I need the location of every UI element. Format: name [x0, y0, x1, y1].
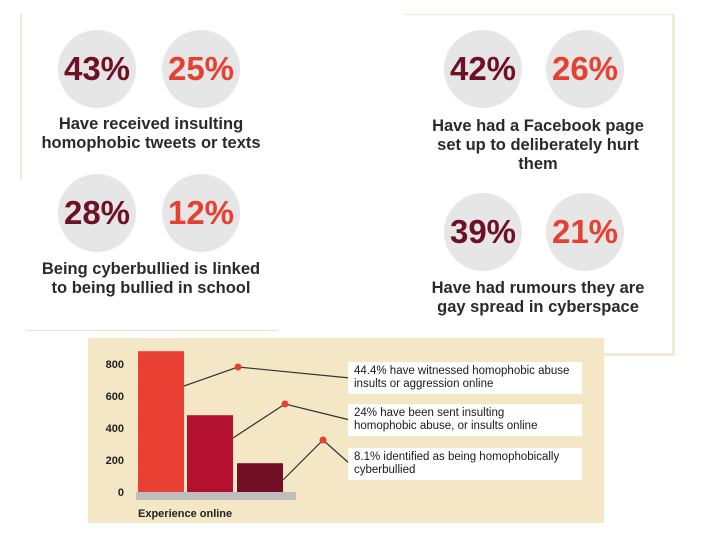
y-tick-label: 600	[106, 391, 124, 403]
stat-panel-insulting-tweets	[22, 14, 280, 182]
y-tick-label: 400	[106, 423, 124, 435]
panel-border	[20, 14, 23, 180]
bar	[138, 351, 184, 492]
stat-circle-red: 21%	[546, 193, 624, 271]
leader-dot	[281, 400, 289, 408]
caption-line: Have received insulting	[58, 115, 244, 133]
stat-circle-dark: 43%	[58, 30, 136, 108]
leader-line	[183, 366, 351, 387]
leader-dot	[234, 363, 242, 371]
caption-line: them	[518, 155, 558, 173]
annotation-box: 44.4% have witnessed homophobic abuse in…	[348, 362, 582, 394]
caption-line: to being bullied in school	[51, 279, 251, 297]
annotation-line: 8.1% identified as being homophobically	[354, 451, 560, 463]
stat-caption: Have had rumours they are gay spread in …	[404, 279, 672, 317]
stat-circle-dark: 39%	[444, 193, 522, 271]
x-axis-base	[136, 492, 296, 500]
stat-panel-cyberbullied-school	[22, 170, 280, 330]
annotation-line: insults or aggression online	[354, 378, 494, 390]
divider	[26, 330, 278, 331]
annotation-box: 8.1% identified as being homophobically …	[348, 448, 582, 480]
caption-line: gay spread in cyberspace	[437, 298, 639, 316]
caption-line: homophobic tweets or texts	[41, 134, 261, 152]
stat-circle-dark: 28%	[58, 174, 136, 252]
y-tick-label: 200	[106, 455, 124, 467]
stat-circle-red: 12%	[162, 174, 240, 252]
stat-caption: Have received insulting homophobic tweet…	[22, 115, 280, 153]
caption-line: Being cyberbullied is linked	[41, 260, 261, 278]
caption-line: set up to deliberately hurt	[437, 136, 639, 154]
y-tick-label: 0	[118, 487, 124, 499]
chart-panel: 800 600 400 200 0 Experience online 44.4% ha…	[88, 338, 604, 523]
bar	[237, 463, 283, 492]
y-tick-label: 800	[106, 359, 124, 371]
bar-chart: 800 600 400 200 0 Experience online	[106, 351, 351, 520]
stat-circle-red: 25%	[162, 30, 240, 108]
annotation-box: 24% have been sent insulting homophobic …	[348, 404, 582, 436]
leader-dot	[319, 436, 327, 444]
annotation-line: cyberbullied	[354, 464, 416, 476]
bar	[187, 415, 233, 492]
stat-circle-red: 26%	[546, 30, 624, 108]
caption-line: Have had rumours they are	[431, 279, 645, 297]
annotation-line: homophobic abuse, or insults online	[354, 420, 538, 432]
caption-line: Have had a Facebook page	[432, 117, 644, 135]
stat-caption: Being cyberbullied is linked to being bu…	[22, 260, 280, 298]
leader-line	[282, 439, 351, 481]
leader-line	[232, 403, 351, 439]
annotation-line: 44.4% have witnessed homophobic abuse	[354, 365, 570, 377]
x-axis-label: Experience online	[138, 508, 232, 520]
stat-caption: Have had a Facebook page set up to delib…	[404, 117, 672, 174]
stat-circle-dark: 42%	[444, 30, 522, 108]
annotation-line: 24% have been sent insulting	[354, 407, 505, 419]
